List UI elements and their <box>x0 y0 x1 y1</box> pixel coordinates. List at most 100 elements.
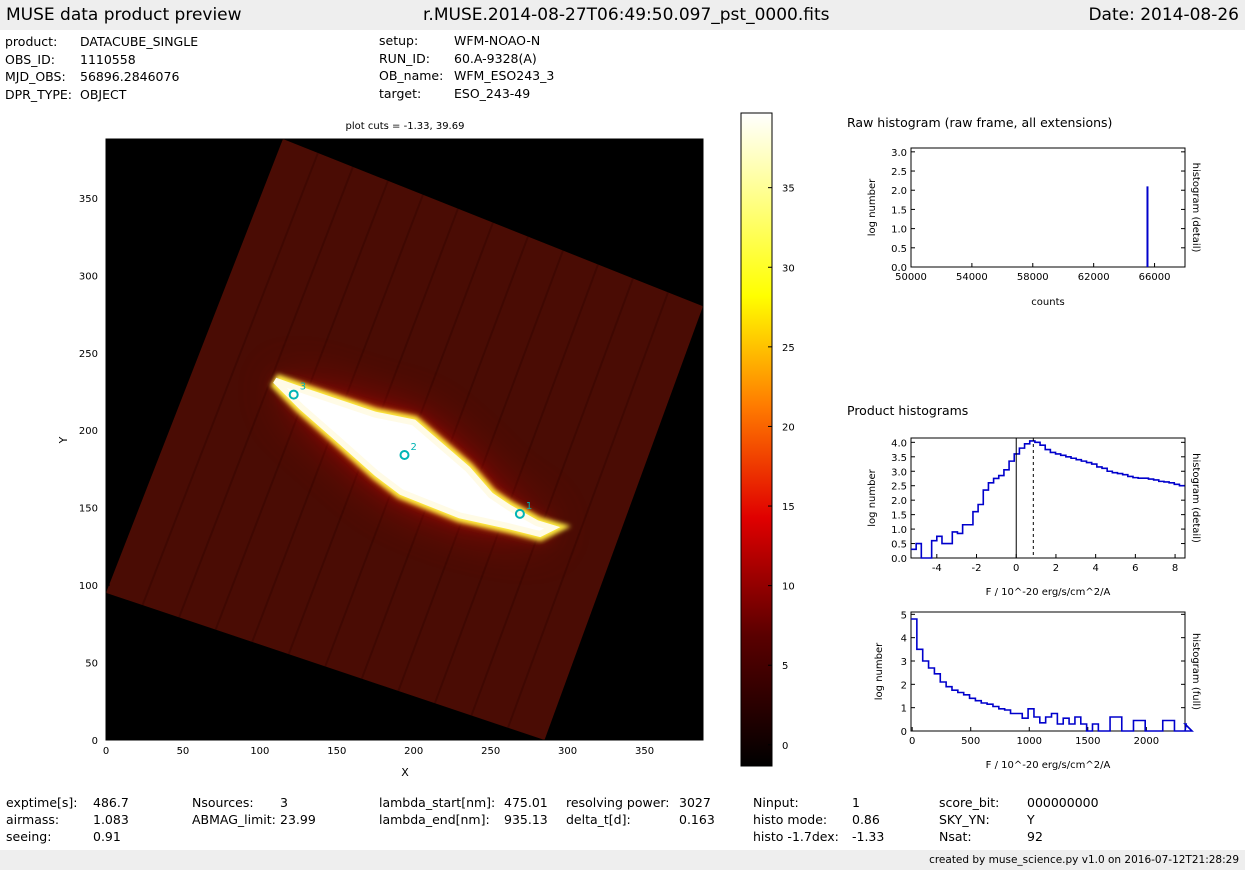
x-tick-label: 250 <box>481 746 500 757</box>
histogram-step-line <box>911 618 1194 732</box>
colorbar-tick-label: 15 <box>782 502 795 513</box>
y-axis-label-right: histogram (detail) <box>1190 163 1201 253</box>
galaxy-core <box>273 377 561 538</box>
stat-value: 1 <box>852 795 860 810</box>
y-tick-label: 0.0 <box>891 263 907 274</box>
created-by: created by muse_science.py v1.0 on 2016-… <box>929 854 1239 866</box>
x-tick-label: 62000 <box>1078 272 1110 283</box>
y-tick-label: 2 <box>901 680 907 691</box>
slice-line <box>433 264 599 704</box>
x-tick-label: 50000 <box>895 272 927 283</box>
field-value: DATACUBE_SINGLE <box>80 34 199 49</box>
x-tick-label: -2 <box>972 563 982 574</box>
stat-value: 0.86 <box>852 812 880 827</box>
x-tick-label: 54000 <box>956 272 988 283</box>
field-key: target: <box>379 85 422 101</box>
y-tick-label: 1 <box>901 704 907 715</box>
colorbar: 0 5 10 15 20 25 30 35 <box>740 112 795 767</box>
x-tick-label: 0 <box>103 746 109 757</box>
y-tick-label: 250 <box>79 349 98 360</box>
field-key: DPR_TYPE: <box>5 86 73 102</box>
stat-key: lambda_start[nm]: <box>379 795 496 810</box>
x-tick-label: 50 <box>177 746 190 757</box>
field-key: OB_name: <box>379 68 444 83</box>
y-axis-label-right: histogram (detail) <box>1190 453 1201 543</box>
y-tick-label: 3.0 <box>891 467 907 478</box>
raw-histogram-title: Raw histogram (raw frame, all extensions… <box>847 115 1112 130</box>
stat-key: delta_t[d]: <box>566 812 631 827</box>
stat-value: 475.01 <box>504 795 548 810</box>
y-tick-label: 1.0 <box>891 225 907 236</box>
app-title: MUSE data product preview <box>6 5 242 25</box>
colorbar-tick-label: 25 <box>782 343 795 354</box>
x-tick-label: 0 <box>1013 563 1019 574</box>
colorbar-tick-label: 10 <box>782 582 795 593</box>
stat-value: 486.7 <box>93 795 129 810</box>
x-tick-label: 8 <box>1172 563 1178 574</box>
x-tick-label: 2 <box>1053 563 1059 574</box>
field-value: 60.A-9328(A) <box>454 50 537 66</box>
y-tick-label: 2.5 <box>891 482 907 493</box>
y-axis-label: Y <box>57 436 70 444</box>
stat-value: 3027 <box>679 795 711 810</box>
stat-key: Nsources: <box>192 795 254 810</box>
y-tick-label: 5 <box>901 610 907 621</box>
product-histogram-detail: -4 -2 0 2 4 6 8 0.0 0.5 1.0 1.5 2.0 2.5 3.0 3.5 4.0 F / … <box>847 403 1201 598</box>
axes-frame <box>910 147 1186 268</box>
slice-line <box>178 166 354 618</box>
stat-key: histo mode: <box>753 812 828 827</box>
field-value: ESO_243-49 <box>454 85 531 101</box>
stat-value: 0.163 <box>679 812 715 827</box>
y-tick-label: 0.5 <box>891 540 907 551</box>
file-name: r.MUSE.2014-08-27T06:49:50.097_pst_0000.… <box>423 5 830 25</box>
source-marker <box>399 449 410 460</box>
x-tick-label: -4 <box>932 563 942 574</box>
x-tick-label: 2000 <box>1134 736 1159 747</box>
y-tick-label: 350 <box>79 194 98 205</box>
raw-histogram: 50000 54000 58000 62000 66000 0.0 0.5 1.0 1.5 2.0… <box>847 115 1201 308</box>
charts-canvas: 0 50 100 150 200 250 300 3500501001502002503003… <box>57 112 1201 779</box>
y-axis-label: log number <box>867 178 878 236</box>
stat-value: -1.33 <box>852 829 885 844</box>
y-tick-label: 0.0 <box>891 554 907 565</box>
source-label: 2 <box>411 442 417 453</box>
field-value: 1110558 <box>80 51 136 67</box>
colorbar-tick-label: 35 <box>782 184 795 195</box>
y-tick-label: 2.5 <box>891 167 907 178</box>
y-tick-label: 3 <box>901 657 907 668</box>
y-tick-label: 300 <box>79 271 98 282</box>
field-key: setup: <box>379 33 419 48</box>
histogram-step-line <box>911 440 1185 559</box>
stat-key: Nsat: <box>939 829 972 844</box>
x-tick-label: 150 <box>327 746 346 757</box>
source-marker <box>288 389 299 400</box>
x-axis-label: X <box>401 766 409 779</box>
y-tick-label: 50 <box>85 659 98 670</box>
image-title: plot cuts = -1.33, 39.69 <box>346 121 465 132</box>
source-label: 1 <box>526 501 532 512</box>
product-histogram-full: 0 500 1000 1500 2000 0 1 2 3 4 5 F / 10^-20 erg/s/c… <box>874 610 1201 771</box>
stat-value: Y <box>1027 812 1035 827</box>
y-tick-label: 1.0 <box>891 525 907 536</box>
source-label: 3 <box>300 382 306 393</box>
field-key: RUN_ID: <box>379 50 430 66</box>
y-tick-label: 1.5 <box>891 511 907 522</box>
field-value: OBJECT <box>80 86 127 102</box>
colorbar-tick-label: 20 <box>782 422 795 433</box>
field-value: WFM_ESO243_3 <box>454 68 555 83</box>
colorbar-tick-label: 5 <box>782 661 788 672</box>
x-tick-label: 6 <box>1132 563 1138 574</box>
stat-key: SKY_YN: <box>939 812 990 827</box>
x-tick-label: 0 <box>909 736 915 747</box>
x-tick-label: 100 <box>250 746 269 757</box>
stat-value: 0.91 <box>93 829 121 844</box>
observation-date: Date: 2014-08-26 <box>1088 5 1239 25</box>
stat-key: exptime[s]: <box>6 795 78 810</box>
stat-value: 935.13 <box>504 812 548 827</box>
image-panel: 0 50 100 150 200 250 300 350 0 50 100 150 200 250 300 3… <box>57 121 704 779</box>
slice-line <box>397 250 564 692</box>
title-bar: MUSE data product preview r.MUSE.2014-08… <box>0 0 1245 30</box>
y-tick-label: 100 <box>79 581 98 592</box>
slice-line <box>470 278 634 716</box>
stat-value: 000000000 <box>1027 795 1099 810</box>
